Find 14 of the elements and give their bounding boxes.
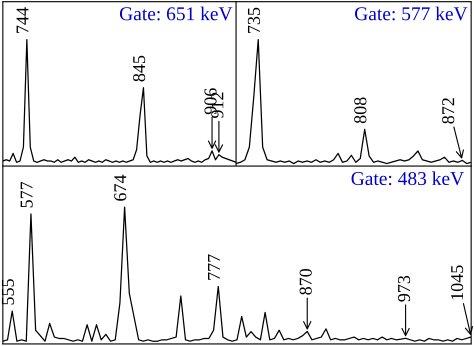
chart-title: Gate: 651 keV xyxy=(120,6,232,20)
annotation: 577 xyxy=(20,182,33,208)
annotation: 870 xyxy=(300,268,312,295)
annotation: 845 xyxy=(133,56,146,82)
annotation: 1045 xyxy=(450,265,464,300)
annotation: 808 xyxy=(354,97,366,124)
annotation: 744 xyxy=(16,7,28,33)
annotation: 735 xyxy=(248,8,260,33)
chart-title: Gate: 577 keV xyxy=(355,6,468,20)
annotation: 674 xyxy=(114,174,126,201)
chart-title: Gate: 483 keV xyxy=(352,171,464,186)
annotation: 872 xyxy=(442,98,454,124)
annotation: 973 xyxy=(398,276,410,302)
annotation: 777 xyxy=(208,254,220,280)
